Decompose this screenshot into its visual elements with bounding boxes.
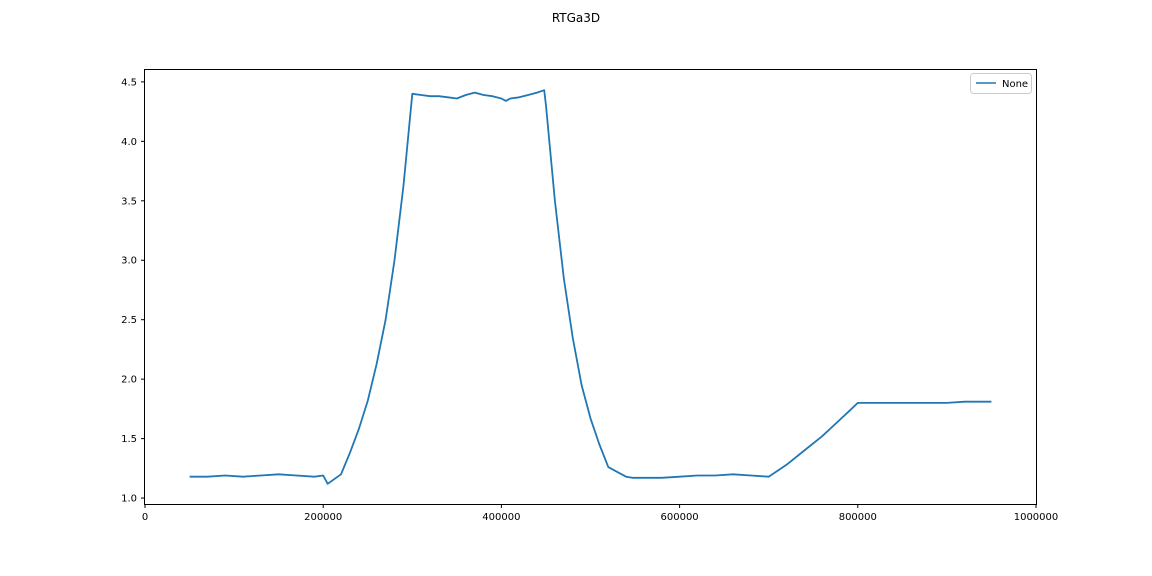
chart-title: RTGa3D	[552, 11, 600, 25]
y-tick-label: 1.5	[121, 434, 137, 445]
axes-frame	[144, 69, 1037, 505]
y-tick-label: 1.0	[121, 494, 137, 505]
legend: None	[970, 73, 1032, 94]
x-axis: 0 200000 400000 600000 800000 1000000	[142, 504, 1058, 523]
legend-label: None	[1002, 79, 1028, 90]
plot-area	[189, 89, 992, 485]
x-tick-label: 400000	[482, 512, 520, 523]
x-tick-label: 1000000	[1014, 512, 1059, 523]
legend-box	[970, 73, 1032, 94]
x-tick-label: 0	[142, 512, 148, 523]
y-tick-label: 4.5	[121, 77, 137, 88]
series-line-0	[189, 89, 992, 485]
y-axis: 1.0 1.5 2.0 2.5 3.0 3.5 4.0 4.5	[121, 77, 145, 505]
y-tick-label: 2.5	[121, 315, 137, 326]
y-tick-label: 3.5	[121, 196, 137, 207]
x-tick-label: 600000	[661, 512, 699, 523]
y-tick-label: 4.0	[121, 137, 137, 148]
x-tick-label: 800000	[839, 512, 877, 523]
y-tick-label: 2.0	[121, 375, 137, 386]
x-tick-label: 200000	[304, 512, 342, 523]
y-tick-label: 3.0	[121, 256, 137, 267]
